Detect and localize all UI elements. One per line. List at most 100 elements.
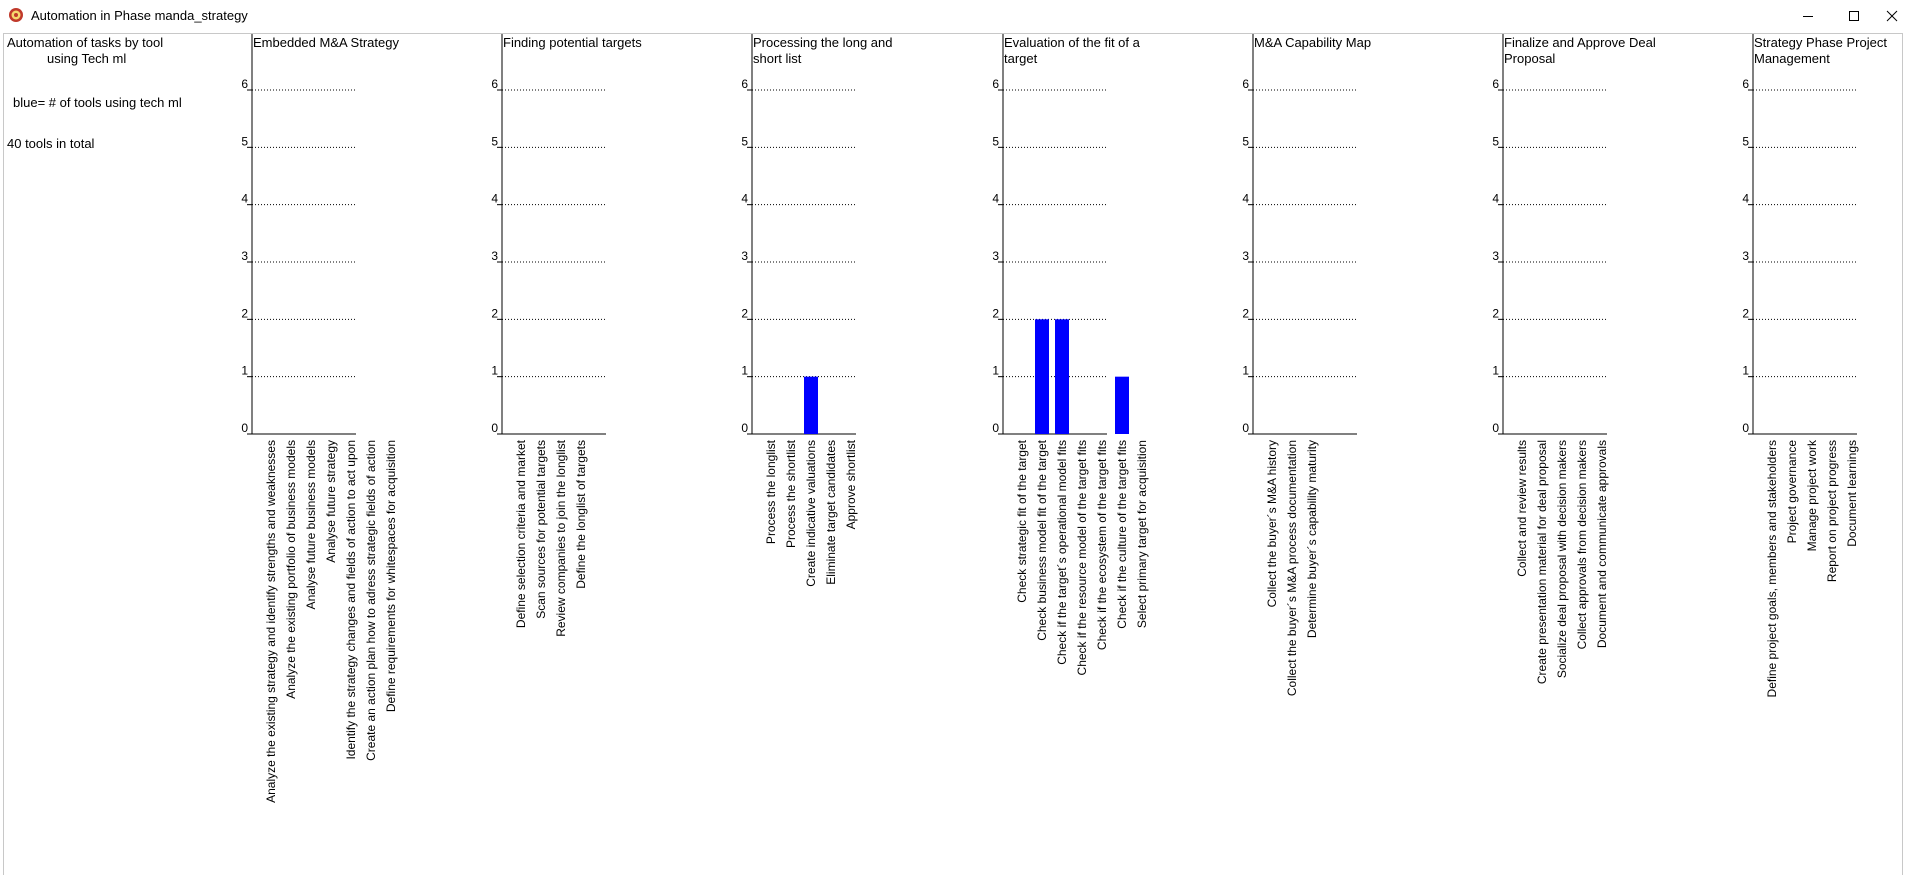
x-tick-label: Check if the resource model of the targe…	[1075, 440, 1089, 675]
close-icon	[1886, 10, 1897, 22]
chart-title: short list	[753, 51, 802, 66]
x-tick-label: Collect approvals from decision makers	[1575, 440, 1589, 649]
y-tick-label: 0	[491, 421, 498, 435]
x-tick-label: Collect the buyer´s M&A process document…	[1285, 440, 1299, 696]
x-tick-label: Review companies to join the longlist	[554, 439, 568, 636]
x-tick-label: Identify the strategy changes and fields…	[344, 440, 358, 760]
y-tick-label: 3	[992, 249, 999, 263]
y-tick-label: 3	[491, 249, 498, 263]
chart-title: Management	[1754, 51, 1830, 66]
x-tick-label: Manage project work	[1805, 439, 1819, 551]
x-tick-label: Analyze the existing strategy and identi…	[264, 440, 278, 803]
x-tick-label: Create indicative valuations	[804, 440, 818, 587]
x-tick-label: Document learnings	[1845, 440, 1859, 547]
y-tick-label: 2	[1242, 306, 1249, 320]
window-title: Automation in Phase manda_strategy	[31, 8, 248, 23]
x-tick-label: Select primary target for acquisition	[1135, 440, 1149, 628]
y-tick-label: 0	[1742, 421, 1749, 435]
chart-title: Evaluation of the fit of a	[1004, 35, 1141, 50]
y-tick-label: 6	[491, 77, 498, 91]
x-tick-label: Socialize deal proposal with decision ma…	[1555, 440, 1569, 678]
y-tick-label: 2	[1492, 306, 1499, 320]
x-tick-label: Eliminate target candidates	[824, 440, 838, 585]
chart-title: Strategy Phase Project	[1754, 35, 1887, 50]
y-tick-label: 2	[741, 306, 748, 320]
minimize-icon	[1803, 16, 1813, 17]
x-tick-label: Define selection criteria and market	[514, 439, 528, 628]
plot-canvas	[3, 33, 1903, 875]
y-tick-label: 5	[1242, 134, 1249, 148]
y-tick-label: 4	[491, 192, 498, 206]
x-tick-label: Process the longlist	[764, 439, 778, 544]
x-tick-label: Check business model fit of the target	[1035, 439, 1049, 640]
y-tick-label: 3	[1492, 249, 1499, 263]
y-tick-label: 1	[241, 364, 248, 378]
x-tick-label: Analyse future business models	[304, 440, 318, 609]
total-text: 40 tools in total	[7, 136, 95, 151]
chart-title: Proposal	[1504, 51, 1555, 66]
x-tick-label: Define the longlist of targets	[574, 440, 588, 589]
chart-title: Processing the long and	[753, 35, 892, 50]
chart-title: target	[1004, 51, 1038, 66]
y-tick-label: 4	[1492, 192, 1499, 206]
x-tick-label: Create presentation material for deal pr…	[1535, 440, 1549, 684]
y-tick-label: 4	[1742, 192, 1749, 206]
x-tick-label: Project governance	[1785, 440, 1799, 544]
x-tick-label: Check if the target´s operational model …	[1055, 440, 1069, 665]
x-tick-label: Analyse future strategy	[324, 440, 338, 563]
x-tick-label: Analyze the existing portfolio of busine…	[284, 440, 298, 699]
info-heading-line1: Automation of tasks by tool	[7, 35, 164, 50]
y-tick-label: 5	[1492, 134, 1499, 148]
y-tick-label: 5	[741, 134, 748, 148]
legend-text: blue= # of tools using tech ml	[13, 95, 182, 110]
y-tick-label: 4	[1242, 192, 1249, 206]
chart-title: Finalize and Approve Deal	[1504, 35, 1656, 50]
x-tick-label: Check strategic fit of the target	[1015, 439, 1029, 602]
app-icon	[9, 8, 23, 22]
y-tick-label: 2	[241, 306, 248, 320]
bar	[1035, 319, 1049, 434]
x-tick-label: Scan sources for potential targets	[534, 440, 548, 619]
chart-title: M&A Capability Map	[1254, 35, 1371, 50]
y-tick-label: 1	[1742, 364, 1749, 378]
x-tick-label: Check if the culture of the target fits	[1115, 440, 1129, 629]
y-tick-label: 6	[1242, 77, 1249, 91]
y-tick-label: 6	[1492, 77, 1499, 91]
y-tick-label: 3	[1242, 249, 1249, 263]
y-tick-label: 4	[241, 192, 248, 206]
x-tick-label: Report on project progress	[1825, 440, 1839, 582]
y-tick-label: 0	[1242, 421, 1249, 435]
y-tick-label: 6	[1742, 77, 1749, 91]
x-tick-label: Determine buyer´s capability maturity	[1305, 440, 1319, 638]
y-tick-label: 5	[491, 134, 498, 148]
y-tick-label: 2	[992, 306, 999, 320]
x-tick-label: Collect and review results	[1515, 440, 1529, 577]
chart-title: Finding potential targets	[503, 35, 642, 50]
window-titlebar: Automation in Phase manda_strategy	[0, 0, 1906, 32]
y-tick-label: 5	[1742, 134, 1749, 148]
minimize-button[interactable]	[1785, 0, 1831, 32]
y-tick-label: 1	[1492, 364, 1499, 378]
y-tick-label: 2	[491, 306, 498, 320]
y-tick-label: 0	[992, 421, 999, 435]
y-tick-label: 1	[1242, 364, 1249, 378]
x-tick-label: Check if the ecosystem of the target fit…	[1095, 440, 1109, 650]
chart-title: Embedded M&A Strategy	[253, 35, 399, 50]
y-tick-label: 5	[992, 134, 999, 148]
y-tick-label: 0	[1492, 421, 1499, 435]
y-tick-label: 5	[241, 134, 248, 148]
x-tick-label: Collect the buyer´s M&A history	[1265, 440, 1279, 607]
y-tick-label: 3	[1742, 249, 1749, 263]
bar	[804, 376, 818, 434]
y-tick-label: 1	[491, 364, 498, 378]
x-tick-label: Define project goals, members and stakeh…	[1765, 440, 1779, 697]
maximize-icon	[1849, 11, 1859, 21]
y-tick-label: 0	[741, 421, 748, 435]
y-tick-label: 6	[992, 77, 999, 91]
close-button[interactable]	[1877, 0, 1906, 32]
y-tick-label: 0	[241, 421, 248, 435]
x-tick-label: Define requirements for whitespaces for …	[384, 440, 398, 712]
y-tick-label: 4	[992, 192, 999, 206]
maximize-button[interactable]	[1831, 0, 1877, 32]
x-tick-label: Create an action plan how to adress stra…	[364, 440, 378, 761]
